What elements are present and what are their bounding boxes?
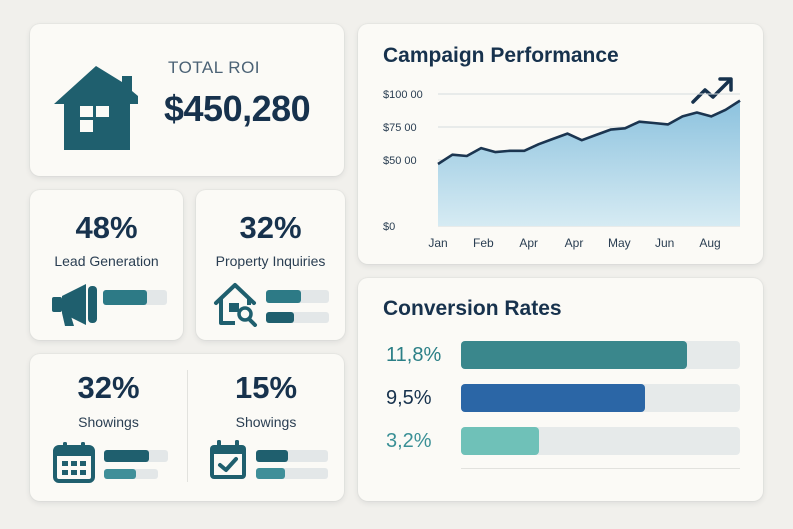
lead-generation-progress — [103, 290, 167, 305]
chart-x-tick-label: Feb — [473, 236, 494, 250]
conversion-rate-label: 11,8% — [386, 344, 442, 366]
conversion-rate-bar-track — [461, 384, 740, 412]
lead-generation-value: 48% — [75, 210, 138, 245]
showings-a-value: 32% — [77, 370, 140, 405]
showings-a-progress-2 — [104, 469, 158, 479]
showings-card: 32% Showings 15% Showings — [30, 354, 344, 501]
chart-x-tick-label: Apr — [519, 236, 538, 250]
chart-y-tick-label: $50 00 — [383, 155, 417, 167]
campaign-performance-title: Campaign Performance — [383, 44, 619, 67]
campaign-performance-card: Campaign Performance $0 $50 00 $75 00 $100 … — [358, 24, 763, 264]
conversion-rate-bar — [461, 341, 687, 369]
showings-section-a: 32% Showings — [30, 354, 187, 501]
campaign-performance-chart: $0 $50 00 $75 00 $100 00 Jan Feb Apr Apr May Jun… — [383, 89, 741, 250]
conversion-rate-label: 3,2% — [386, 430, 432, 452]
chart-area-fill — [438, 100, 740, 226]
conversion-rate-bar — [461, 427, 540, 455]
showings-a-progress-2-fill — [104, 469, 137, 479]
chart-x-tick-label: Apr — [565, 236, 584, 250]
calendar-check-icon — [210, 440, 246, 479]
total-roi-value: $450,280 — [164, 88, 311, 129]
chart-series-line — [437, 99, 741, 166]
total-roi-label: TOTAL ROI — [168, 58, 261, 77]
chart-x-tick-label: Jan — [428, 236, 447, 250]
showings-a-progress-1 — [104, 450, 168, 462]
conversion-rate-bar-track — [461, 427, 740, 455]
showings-b-progress-1 — [256, 450, 328, 462]
calendar-icon — [53, 442, 95, 483]
conversion-rates-title: Conversion Rates — [383, 297, 562, 320]
property-inquiries-card: 32% Property Inquiries — [196, 190, 345, 340]
megaphone-icon — [52, 284, 97, 326]
property-inquiries-progress-1 — [266, 290, 329, 303]
showings-b-value: 15% — [234, 370, 298, 405]
conversion-rate-bar — [461, 384, 646, 412]
showings-b-progress-2-fill — [256, 468, 285, 479]
conversion-rate-label: 9,5% — [386, 387, 432, 409]
property-inquiries-progress-2-fill — [266, 312, 295, 323]
chart-x-tick-label: Jun — [655, 236, 674, 250]
house-search-icon — [214, 283, 257, 327]
showings-b-progress-2 — [256, 468, 328, 479]
showings-b-progress-1-fill — [256, 450, 289, 462]
total-roi-card: TOTAL ROI $450,280 — [30, 24, 344, 176]
showings-a-label: Showings — [78, 414, 139, 430]
conversion-rates-card: Conversion Rates 11,8% 9,5% 3,2% — [358, 278, 763, 501]
chart-x-tick-label: Aug — [699, 236, 720, 250]
conversion-rate-bar-track — [461, 341, 740, 369]
property-inquiries-progress-2 — [266, 312, 329, 323]
chart-x-tick-label: May — [608, 236, 631, 250]
lead-generation-label: Lead Generation — [54, 253, 159, 269]
house-icon — [54, 66, 138, 150]
showings-a-progress-1-fill — [104, 450, 149, 462]
chart-y-tick-label: $75 00 — [383, 122, 417, 134]
showings-section-b: 15% Showings — [188, 354, 344, 501]
lead-generation-progress-fill — [103, 290, 147, 305]
showings-divider — [187, 370, 188, 482]
chart-y-tick-label: $0 — [383, 221, 395, 233]
property-inquiries-progress-1-fill — [266, 290, 301, 303]
lead-generation-card: 48% Lead Generation — [30, 190, 183, 340]
conversion-divider — [461, 468, 740, 469]
property-inquiries-value: 32% — [239, 210, 302, 245]
showings-b-label: Showings — [235, 414, 297, 430]
chart-y-axis: $0 $50 00 $75 00 $100 00 — [383, 89, 423, 233]
chart-x-axis: Jan Feb Apr Apr May Jun Aug — [428, 236, 720, 250]
chart-y-tick-label: $100 00 — [383, 89, 423, 101]
property-inquiries-label: Property Inquiries — [215, 253, 326, 269]
